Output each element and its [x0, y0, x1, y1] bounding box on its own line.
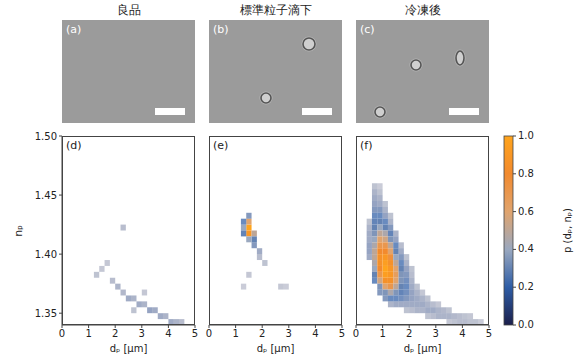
svg-text:5: 5	[192, 328, 198, 339]
html-text:冷凍後: 冷凍後	[404, 3, 441, 17]
svg-text:1: 1	[232, 328, 238, 339]
svg-text:0: 0	[59, 328, 65, 339]
svg-text:3: 3	[139, 328, 145, 339]
html-text:(e): (e)	[213, 139, 229, 152]
svg-text:p (dₚ, nₚ): p (dₚ, nₚ)	[562, 208, 573, 253]
svg-text:2: 2	[259, 328, 265, 339]
svg-text:1.50: 1.50	[35, 131, 57, 142]
svg-text:0.2: 0.2	[518, 281, 534, 292]
svg-text:1.45: 1.45	[35, 190, 57, 201]
svg-text:0: 0	[353, 328, 359, 339]
svg-text:1.0: 1.0	[518, 130, 534, 141]
html-text:(f): (f)	[360, 139, 373, 152]
html-text:(c): (c)	[360, 23, 375, 36]
html-text:(a): (a)	[66, 23, 82, 36]
svg-text:0.6: 0.6	[518, 206, 534, 217]
svg-text:0.4: 0.4	[518, 243, 534, 254]
svg-text:1: 1	[85, 328, 91, 339]
svg-text:1.40: 1.40	[35, 249, 57, 260]
html-text:(b): (b)	[213, 23, 229, 36]
html-text:(d): (d)	[66, 139, 82, 152]
svg-text:4: 4	[459, 328, 465, 339]
svg-text:1: 1	[379, 328, 385, 339]
svg-text:5: 5	[486, 328, 492, 339]
svg-text:5: 5	[339, 328, 345, 339]
svg-text:2: 2	[112, 328, 118, 339]
html-text:nₚ: nₚ	[11, 224, 25, 237]
html-text:標準粒子滴下: 標準粒子滴下	[239, 3, 312, 17]
svg-text:2: 2	[406, 328, 412, 339]
svg-text:1.35: 1.35	[35, 308, 57, 319]
html-text:dₚ [μm]: dₚ [μm]	[403, 343, 442, 354]
svg-text:0.8: 0.8	[518, 168, 534, 179]
svg-text:3: 3	[286, 328, 292, 339]
svg-text:0.0: 0.0	[518, 319, 534, 330]
svg-text:4: 4	[312, 328, 318, 339]
html-text:dₚ [μm]: dₚ [μm]	[109, 343, 148, 354]
html-text:良品: 良品	[116, 3, 141, 17]
svg-text:3: 3	[433, 328, 439, 339]
svg-text:4: 4	[165, 328, 171, 339]
html-text:dₚ [μm]: dₚ [μm]	[256, 343, 295, 354]
svg-text:0: 0	[206, 328, 212, 339]
